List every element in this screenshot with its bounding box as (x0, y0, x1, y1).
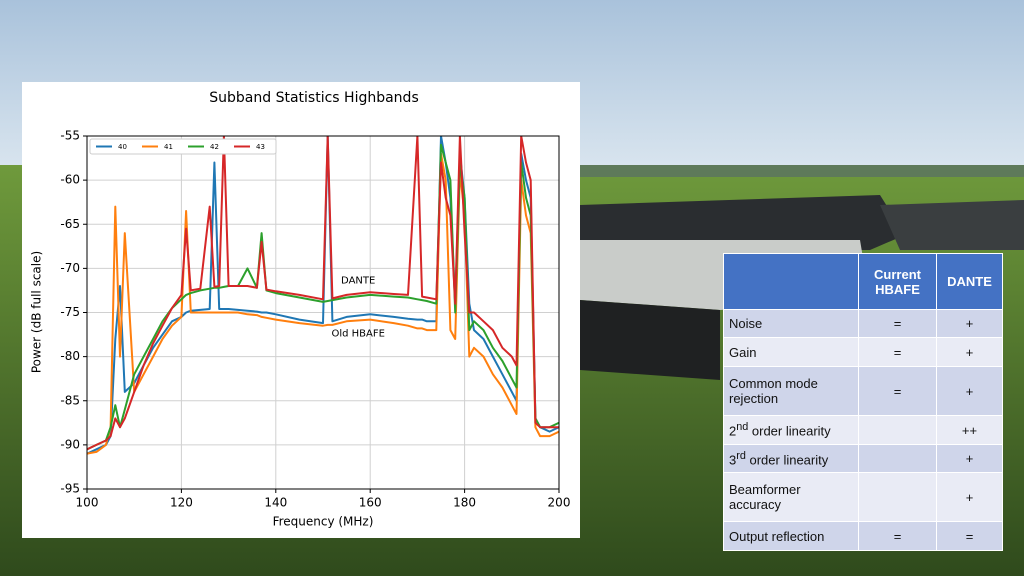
rating-cell: + (936, 366, 1003, 416)
x-tick-label: 120 (170, 496, 193, 510)
x-tick-label: 100 (76, 496, 99, 510)
rating-cell: + (936, 337, 1003, 367)
rating-cell: = (858, 521, 937, 551)
rating-cell: = (858, 337, 937, 367)
y-tick-label: -60 (60, 173, 80, 187)
row-label: Output reflection (723, 521, 859, 551)
legend-label: 40 (118, 143, 127, 151)
y-axis-label: Power (dB full scale) (30, 251, 44, 373)
plot-lines (87, 136, 559, 455)
rating-cell (858, 472, 937, 522)
series-line (87, 136, 559, 455)
y-tick-label: -85 (60, 393, 80, 407)
row-label: Noise (723, 309, 859, 338)
annotation: DANTE (341, 276, 375, 287)
plot-frame (86, 135, 560, 490)
row-label: Beamformer accuracy (723, 472, 859, 522)
row-label: Common mode rejection (723, 366, 859, 416)
label-text: order linearity (748, 423, 831, 439)
legend-label: 41 (164, 143, 173, 151)
row-label: 2nd order linearity (723, 415, 859, 445)
rating-cell: + (936, 444, 1003, 473)
table-row: 3rd order linearity + (723, 444, 1003, 473)
legend-label: 43 (256, 143, 265, 151)
series-line (87, 136, 559, 451)
label-text: order linearity (745, 452, 829, 468)
chart-panel (22, 82, 580, 538)
series-line (87, 152, 559, 455)
y-tick-label: -80 (60, 349, 80, 363)
series-line (87, 143, 559, 451)
ordinal-number: 3 (729, 452, 737, 468)
rating-cell: = (936, 521, 1003, 551)
x-tick-label: 160 (359, 496, 382, 510)
x-tick-label: 200 (548, 496, 571, 510)
y-tick-label: -65 (60, 217, 80, 231)
rating-cell: = (858, 309, 937, 338)
annotation: Old HBAFE (331, 329, 384, 340)
ordinal-number: 2 (729, 423, 737, 439)
legend-label: 42 (210, 143, 219, 151)
comparison-table: Current HBAFE DANTE Noise = + Gain = + Common … (723, 253, 1003, 551)
y-tick-label: -90 (60, 437, 80, 451)
table-row: Beamformer accuracy + (723, 472, 1003, 522)
x-axis-label: Frequency (MHz) (273, 515, 374, 529)
y-tick-label: -95 (60, 482, 80, 496)
table-row: Common mode rejection = + (723, 366, 1003, 416)
rating-cell: + (936, 309, 1003, 338)
y-tick-label: -55 (60, 129, 80, 143)
table-row: 2nd order linearity ++ (723, 415, 1003, 445)
row-label: 3rd order linearity (723, 444, 859, 473)
table-row: Gain = + (723, 337, 1003, 367)
header-cell: DANTE (936, 253, 1003, 310)
y-tick-label: -70 (60, 261, 80, 275)
ordinal-suffix: rd (736, 449, 746, 462)
rating-cell (858, 415, 937, 445)
table-row: Noise = + (723, 309, 1003, 338)
table-row: Output reflection = = (723, 521, 1003, 551)
y-tick-label: -75 (60, 305, 80, 319)
header-cell: Current HBAFE (858, 253, 937, 310)
rating-cell: ++ (936, 415, 1003, 445)
row-label: Gain (723, 337, 859, 367)
legend-box (89, 138, 277, 155)
ordinal-suffix: nd (736, 421, 749, 434)
rating-cell: + (936, 472, 1003, 522)
rating-cell: = (858, 366, 937, 416)
x-tick-label: 180 (453, 496, 476, 510)
x-tick-label: 140 (264, 496, 287, 510)
chart-title: Subband Statistics Highbands (209, 90, 418, 106)
header-blank (723, 253, 859, 310)
rating-cell (858, 444, 937, 473)
